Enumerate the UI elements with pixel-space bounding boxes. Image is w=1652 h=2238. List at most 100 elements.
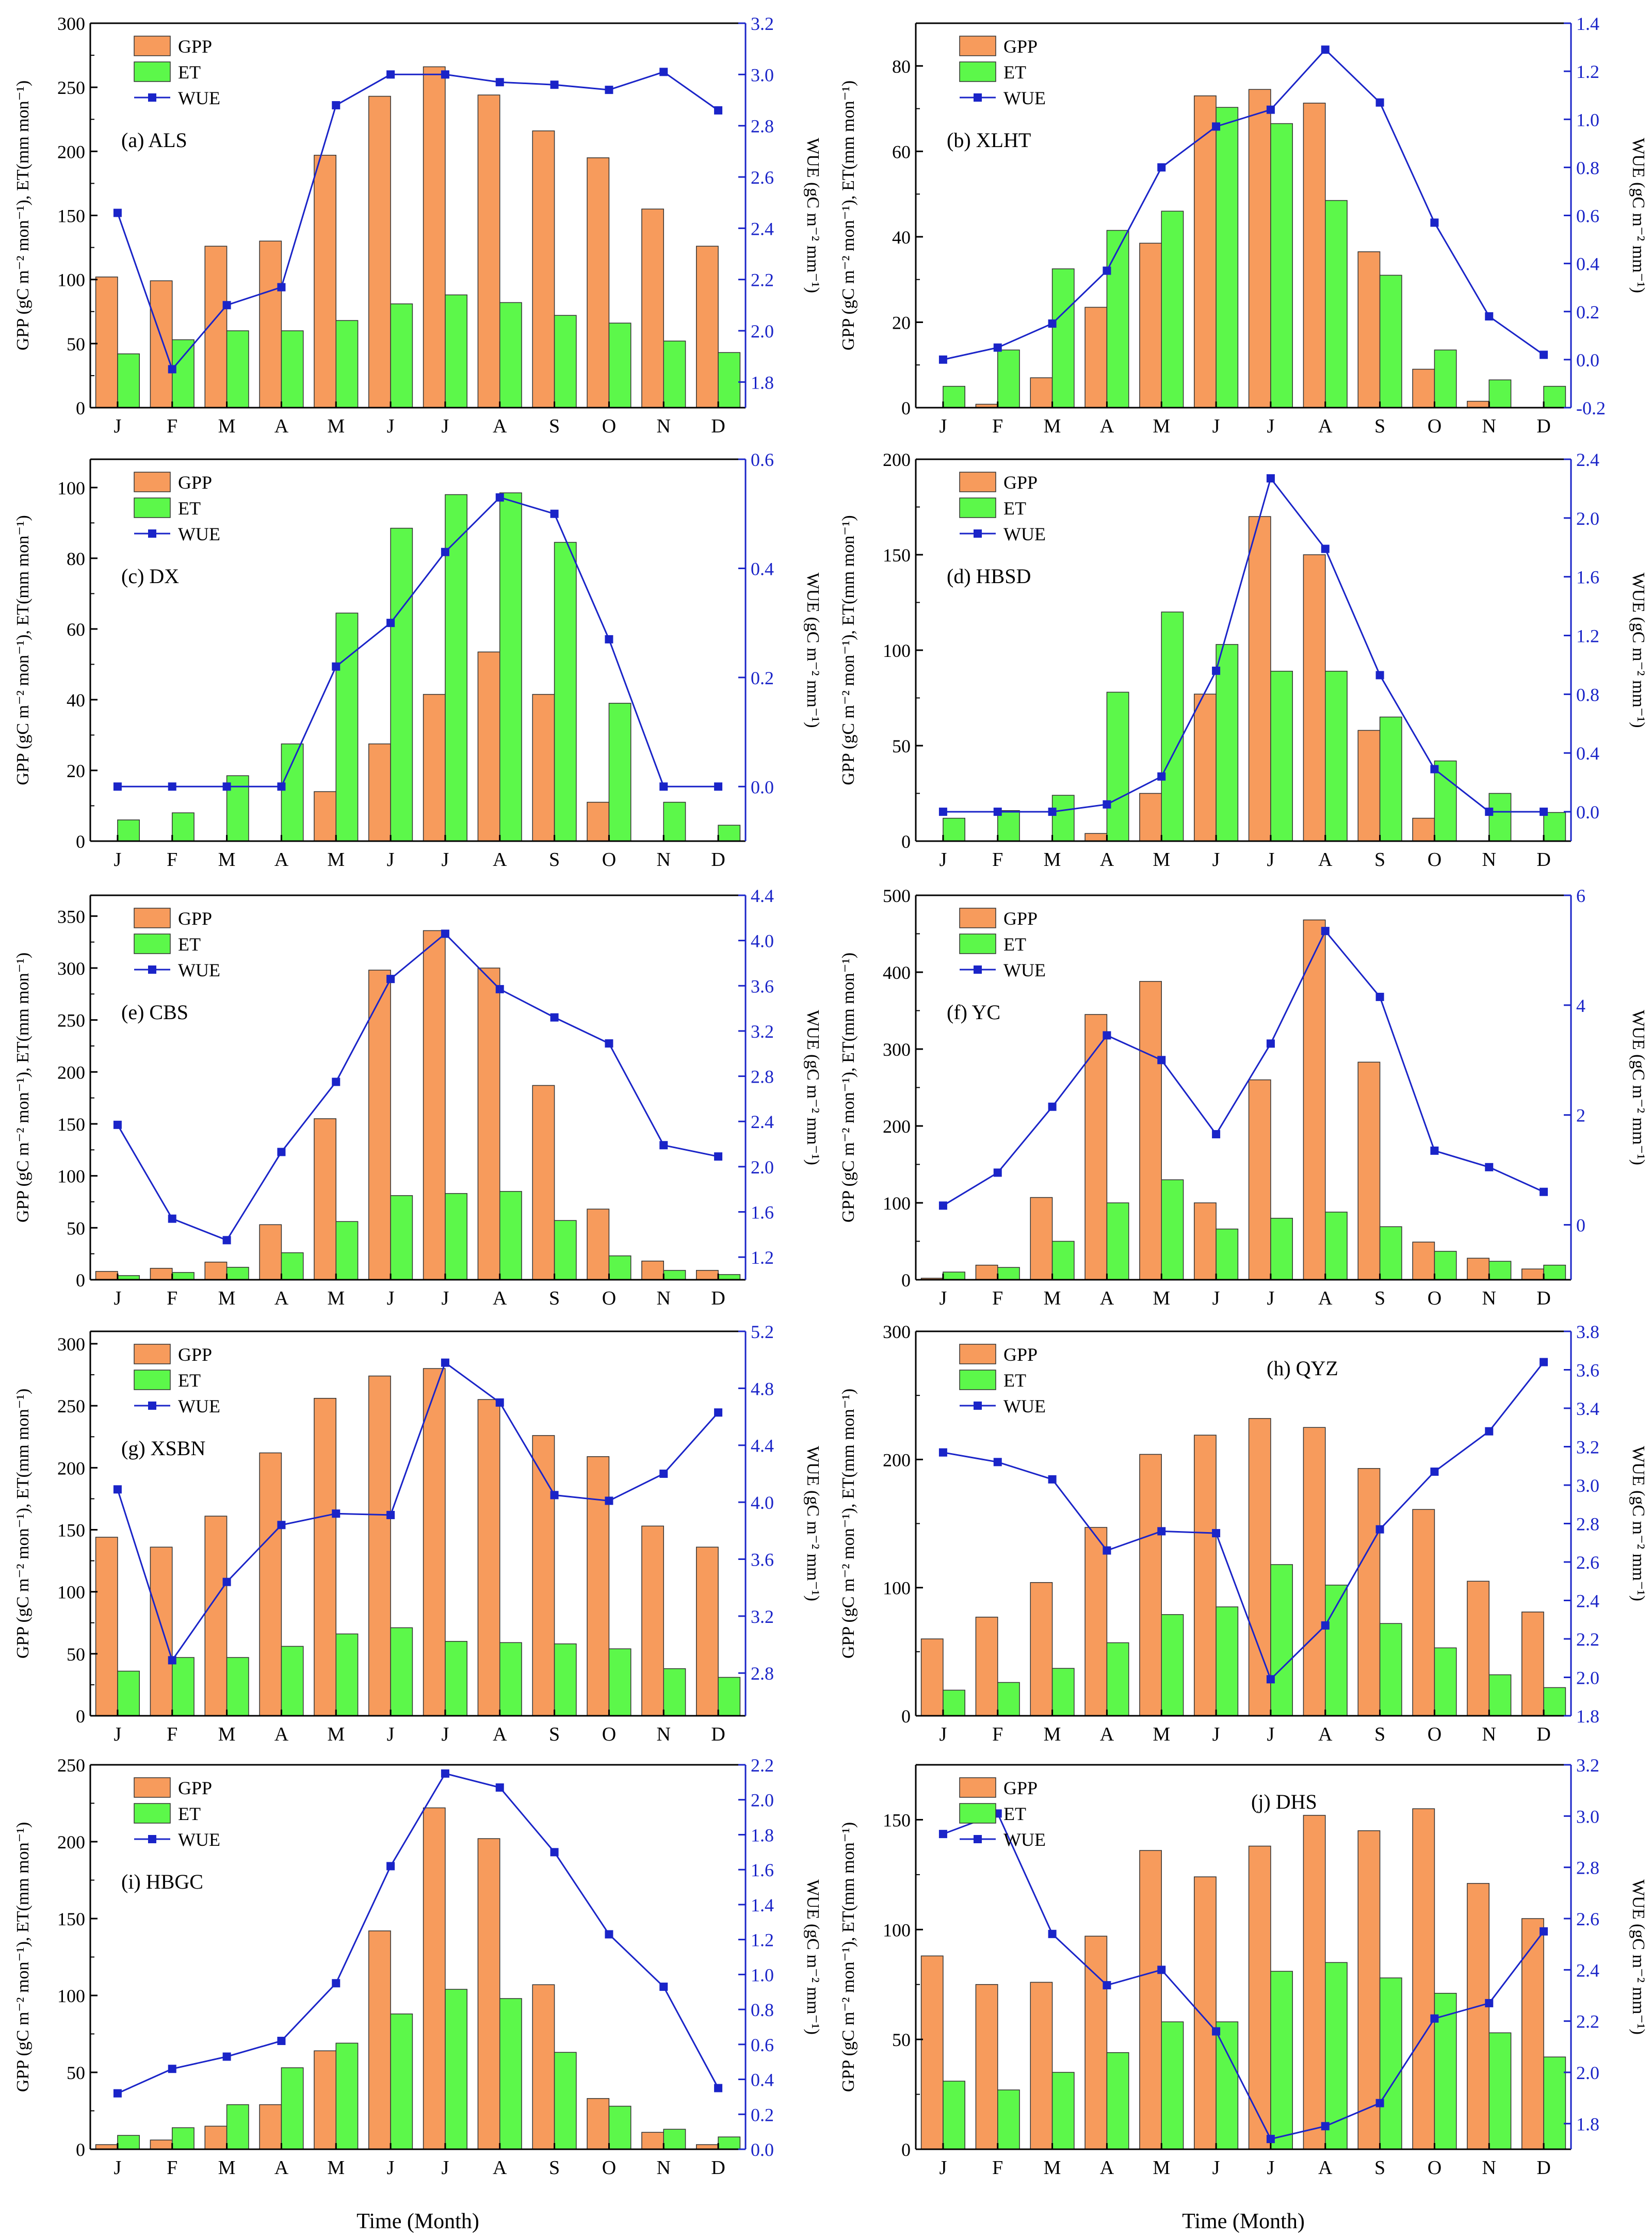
x-tick-label: M (218, 1724, 236, 1745)
right-tick-label: 0.4 (751, 558, 774, 579)
right-tick-label: 0.8 (1576, 684, 1599, 705)
wue-point (1321, 1621, 1330, 1630)
et-bar (281, 330, 304, 408)
et-bar (943, 817, 965, 842)
wue-point (1048, 808, 1057, 816)
x-tick-label: D (711, 1287, 725, 1309)
wue-point (277, 782, 286, 791)
et-bar (1379, 1226, 1402, 1280)
et-bar (1216, 107, 1239, 408)
gpp-bar (1030, 1982, 1053, 2150)
gpp-bar (314, 2050, 337, 2150)
left-tick-label: 250 (57, 77, 85, 98)
wue-point (1266, 474, 1275, 482)
panel-title: (f) YC (947, 1001, 1000, 1024)
right-tick-label: 5.2 (751, 1322, 774, 1342)
gpp-bar (920, 1638, 944, 1716)
gpp-bar (95, 276, 118, 408)
x-tick-label: F (167, 1724, 177, 1745)
right-tick-label: 3.2 (751, 1606, 774, 1627)
wue-point (1266, 2135, 1275, 2144)
gpp-bar (532, 1085, 555, 1280)
right-tick-label: 0.2 (751, 2104, 774, 2125)
x-tick-label: O (1428, 1287, 1442, 1309)
x-tick-label: M (1044, 415, 1061, 437)
wue-point (168, 365, 176, 374)
et-bar (172, 812, 195, 842)
right-tick-label: 2.2 (751, 1755, 774, 1776)
gpp-bar (423, 930, 446, 1280)
wue-point (1048, 1475, 1057, 1484)
left-tick-label: 0 (76, 398, 85, 418)
gpp-bar (1248, 1418, 1271, 1716)
left-tick-label: 200 (57, 1832, 85, 1853)
wue-point (1430, 765, 1439, 774)
right-tick-label: 4.4 (751, 1436, 774, 1456)
left-tick-label: 20 (67, 761, 85, 781)
et-bar (1161, 2021, 1184, 2150)
gpp-bar (1303, 554, 1326, 842)
wue-point (938, 1448, 947, 1457)
et-bar (718, 1274, 741, 1280)
x-tick-label: N (657, 415, 671, 437)
right-tick-label: 0.4 (1576, 254, 1599, 275)
right-tick-label: 2.8 (751, 1663, 774, 1684)
et-bar (1051, 1668, 1075, 1716)
gpp-bar (1084, 1527, 1108, 1716)
et-bar (663, 1270, 686, 1280)
legend-label-gpp: GPP (178, 1778, 212, 1798)
gpp-bar (1467, 400, 1490, 408)
legend-swatch-gpp (134, 908, 171, 928)
right-tick-label: 3.6 (751, 1549, 774, 1570)
right-tick-label: 0.2 (751, 668, 774, 688)
et-bar (718, 352, 741, 408)
legend-label-wue: WUE (178, 88, 220, 108)
wue-point (222, 2052, 231, 2061)
x-tick-label: O (602, 849, 616, 871)
x-tick-label: O (602, 415, 616, 437)
left-axis-title: GPP (gC m⁻² mon⁻¹), ET(mm mon⁻¹) (13, 953, 33, 1222)
left-tick-label: 200 (883, 1116, 911, 1137)
et-bar (554, 1220, 577, 1280)
x-tick-label: J (1267, 849, 1275, 871)
x-tick-label: D (1536, 1287, 1550, 1309)
x-tick-label: O (1428, 415, 1442, 437)
panel-title: (h) QYZ (1267, 1357, 1338, 1380)
panel-c: 0 20 40 60 80 100 0.0 0.2 0.4 0.6 J F M A M J J A S O N D GPP … (13, 449, 822, 871)
right-axis-title: WUE (gC m⁻² mm⁻¹) (1629, 138, 1648, 293)
right-axis-title: WUE (gC m⁻² mm⁻¹) (803, 138, 822, 293)
wue-point (993, 808, 1002, 816)
left-tick-label: 300 (57, 13, 85, 34)
wue-point (659, 782, 668, 791)
legend-label-gpp: GPP (178, 472, 212, 493)
gpp-bar (641, 1525, 664, 1716)
left-tick-label: 50 (892, 736, 911, 756)
et-bar (1325, 1212, 1348, 1280)
et-bar (445, 294, 468, 408)
wue-point (550, 509, 559, 518)
wue-point (277, 283, 286, 292)
wue-point (277, 1521, 286, 1529)
right-tick-label: 1.8 (751, 372, 774, 393)
x-tick-label: D (711, 2157, 725, 2179)
gpp-bar (477, 651, 500, 842)
x-tick-label: A (274, 849, 289, 871)
gpp-bar (975, 1617, 998, 1716)
x-tick-label: A (1100, 415, 1114, 437)
x-tick-label: F (992, 415, 1003, 437)
legend-swatch-et (134, 497, 171, 518)
legend-marker-wue (148, 1835, 156, 1843)
right-axis-title: WUE (gC m⁻² mm⁻¹) (803, 1446, 822, 1601)
right-tick-label: 4 (1576, 995, 1585, 1016)
gpp-bar (423, 694, 446, 842)
et-bar (1216, 1606, 1239, 1716)
gpp-bar (314, 1118, 337, 1280)
wue-point (1048, 319, 1057, 328)
right-tick-label: 3.4 (1576, 1398, 1599, 1419)
left-tick-label: 20 (892, 312, 911, 333)
gpp-bar (1194, 95, 1217, 408)
left-tick-label: 200 (883, 449, 911, 470)
x-tick-label: A (1318, 1287, 1333, 1309)
x-tick-label: M (1153, 415, 1170, 437)
et-bar (117, 353, 140, 408)
